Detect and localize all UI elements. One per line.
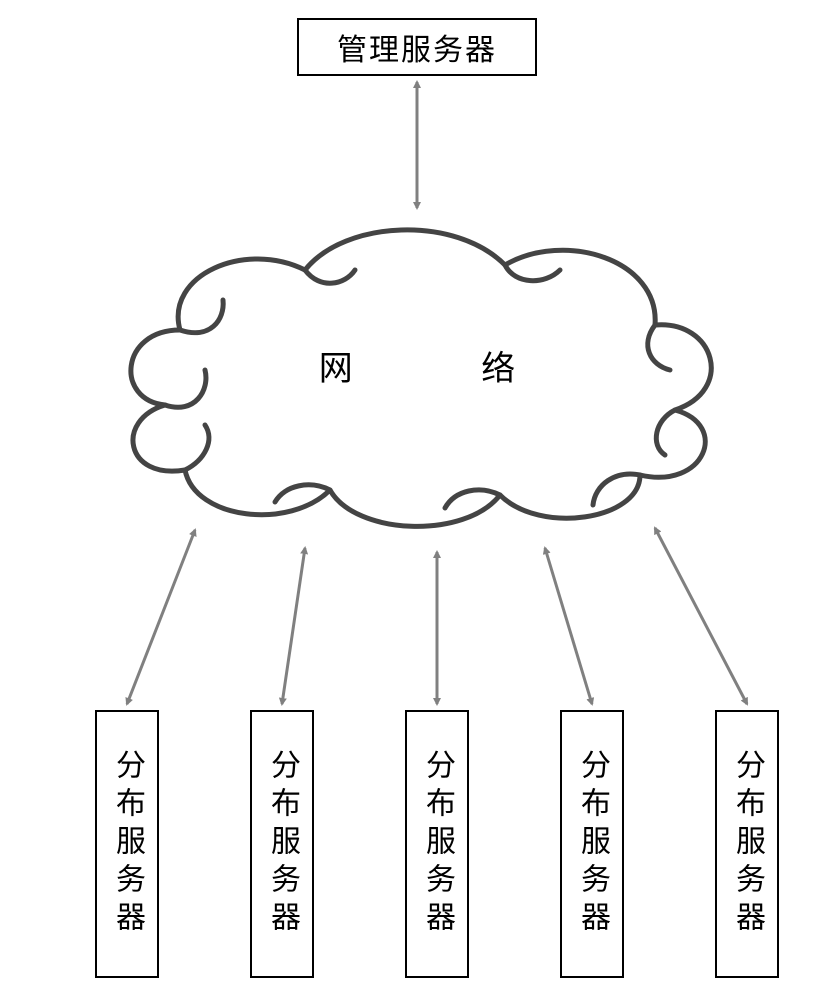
- dist-server-box-1: 分布服务器: [95, 710, 159, 978]
- network-cloud: 网 络: [95, 190, 739, 540]
- arrow-cloud-to-dist-5: [655, 528, 747, 704]
- network-cloud-label: 网 络: [319, 341, 576, 390]
- arrow-cloud-to-dist-4: [545, 548, 592, 704]
- dist-server-label: 分布服务器: [570, 749, 614, 939]
- management-server-label: 管理服务器: [337, 25, 497, 69]
- dist-server-box-2: 分布服务器: [250, 710, 314, 978]
- dist-server-box-3: 分布服务器: [405, 710, 469, 978]
- arrow-cloud-to-dist-2: [282, 548, 305, 704]
- dist-server-label: 分布服务器: [260, 749, 304, 939]
- dist-server-label: 分布服务器: [725, 749, 769, 939]
- management-server-box: 管理服务器: [297, 18, 537, 76]
- dist-server-box-5: 分布服务器: [715, 710, 779, 978]
- dist-server-box-4: 分布服务器: [560, 710, 624, 978]
- dist-server-label: 分布服务器: [105, 749, 149, 939]
- dist-server-label: 分布服务器: [415, 749, 459, 939]
- arrow-cloud-to-dist-1: [127, 530, 195, 704]
